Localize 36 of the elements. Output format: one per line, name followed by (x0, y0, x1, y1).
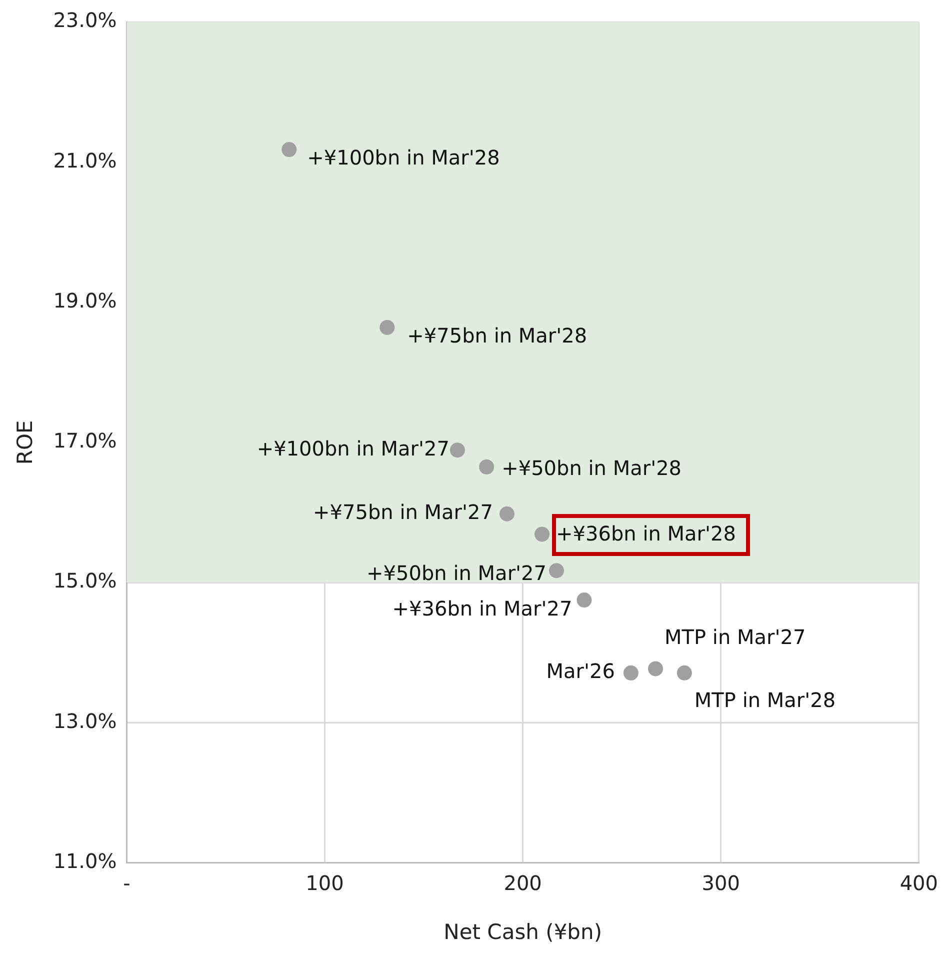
annotation: +¥100bn in Mar'27 (256, 436, 450, 460)
point (499, 506, 514, 522)
y-tick-label: 23.0% (53, 8, 117, 32)
y-tick-label: 19.0% (53, 288, 117, 312)
y-tick-label: 11.0% (53, 849, 117, 874)
point (676, 665, 692, 680)
y-tick-label: 17.0% (53, 428, 117, 453)
annotation: +¥50bn in Mar'28 (502, 456, 682, 480)
annotation: +¥100bn in Mar'28 (307, 146, 500, 170)
x-axis-title: Net Cash (¥bn) (444, 920, 602, 944)
y-tick-label: 13.0% (53, 708, 117, 733)
x-tick-label: - (123, 871, 130, 896)
y-tick-label: 21.0% (53, 148, 117, 172)
x-tick-label: 100 (306, 871, 344, 896)
point (380, 320, 395, 335)
annotation: +¥75bn in Mar'28 (407, 324, 588, 348)
point (548, 563, 564, 578)
point (282, 142, 297, 158)
annotation: MTP in Mar'28 (694, 688, 836, 712)
point (576, 592, 592, 608)
point (648, 661, 664, 676)
y-tick-label: 15.0% (53, 568, 117, 593)
y-axis-title: ROE (13, 420, 38, 465)
point (479, 459, 494, 474)
annotation: +¥36bn in Mar'27 (392, 596, 572, 620)
point (534, 526, 550, 542)
annotation: +¥75bn in Mar'27 (313, 500, 493, 524)
x-tick-label: 200 (504, 871, 542, 896)
annotation: +¥36bn in Mar'28 (556, 521, 736, 546)
x-tick-label: 400 (900, 871, 938, 896)
annotation: +¥50bn in Mar'27 (366, 560, 546, 585)
annotation: Mar'26 (546, 659, 615, 684)
point (623, 665, 638, 680)
x-tick-label: 300 (702, 871, 740, 896)
point (450, 442, 465, 458)
annotation: MTP in Mar'27 (664, 624, 806, 649)
